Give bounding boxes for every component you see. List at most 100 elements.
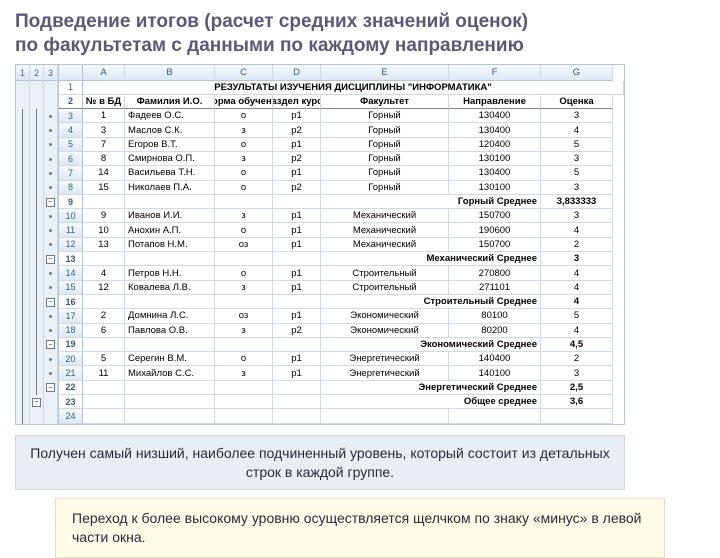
row-head[interactable]: 5: [59, 138, 83, 152]
outline-level-3[interactable]: 3: [44, 65, 57, 81]
cell[interactable]: 3: [541, 209, 613, 223]
cell[interactable]: 15: [83, 181, 125, 195]
cell[interactable]: Потапов Н.М.: [125, 238, 215, 252]
cell[interactable]: 130100: [449, 181, 541, 195]
col-A[interactable]: A: [83, 65, 125, 81]
cell[interactable]: з: [215, 209, 273, 223]
row-head[interactable]: 22: [59, 381, 83, 395]
cell[interactable]: р1: [273, 223, 321, 237]
col-C[interactable]: C: [215, 65, 273, 81]
cell[interactable]: 3: [541, 152, 613, 166]
cell[interactable]: 140400: [449, 352, 541, 366]
cell[interactable]: Михайлов С.С.: [125, 366, 215, 380]
cell[interactable]: Горный: [321, 181, 449, 195]
cell[interactable]: 5: [541, 166, 613, 180]
cell[interactable]: Горный: [321, 109, 449, 123]
row-head[interactable]: 13: [59, 252, 83, 266]
cell[interactable]: з: [215, 152, 273, 166]
cell[interactable]: Павлова О.В.: [125, 324, 215, 338]
cell[interactable]: Экономический: [321, 324, 449, 338]
cell[interactable]: Ковалева Л.В.: [125, 281, 215, 295]
cell[interactable]: 80100: [449, 309, 541, 323]
cell[interactable]: 190600: [449, 223, 541, 237]
cell[interactable]: з: [215, 324, 273, 338]
cell[interactable]: р1: [273, 209, 321, 223]
cell[interactable]: р2: [273, 181, 321, 195]
cell[interactable]: Фадеев О.С.: [125, 109, 215, 123]
cell[interactable]: Строительный: [321, 281, 449, 295]
cell[interactable]: Смирнова О.П.: [125, 152, 215, 166]
cell[interactable]: Механический: [321, 238, 449, 252]
collapse-icon[interactable]: −: [46, 298, 55, 307]
cell[interactable]: Горный: [321, 123, 449, 137]
cell[interactable]: о: [215, 109, 273, 123]
row-head[interactable]: 2: [59, 95, 83, 109]
cell[interactable]: р1: [273, 309, 321, 323]
cell[interactable]: Петров Н.Н.: [125, 266, 215, 280]
cell[interactable]: р1: [273, 266, 321, 280]
cell[interactable]: р1: [273, 166, 321, 180]
row-head[interactable]: 16: [59, 295, 83, 309]
outline-level-1[interactable]: 1: [16, 65, 29, 81]
cell[interactable]: 140100: [449, 366, 541, 380]
collapse-icon[interactable]: −: [32, 398, 41, 407]
cell[interactable]: 130400: [449, 109, 541, 123]
cell[interactable]: Экономический: [321, 309, 449, 323]
cell[interactable]: Энергетический: [321, 366, 449, 380]
collapse-icon[interactable]: −: [46, 198, 55, 207]
cell[interactable]: Домнина Л.С.: [125, 309, 215, 323]
row-head[interactable]: 23: [59, 395, 83, 409]
cell[interactable]: 80200: [449, 324, 541, 338]
row-head[interactable]: 7: [59, 166, 83, 180]
cell[interactable]: о: [215, 138, 273, 152]
cell[interactable]: 5: [541, 309, 613, 323]
select-all[interactable]: [59, 65, 83, 81]
row-head[interactable]: 19: [59, 338, 83, 352]
collapse-icon[interactable]: −: [46, 383, 55, 392]
cell[interactable]: 120400: [449, 138, 541, 152]
cell[interactable]: Иванов И.И.: [125, 209, 215, 223]
cell[interactable]: о: [215, 223, 273, 237]
cell[interactable]: 8: [83, 152, 125, 166]
cell[interactable]: Энергетический: [321, 352, 449, 366]
cell[interactable]: р1: [273, 109, 321, 123]
cell[interactable]: Васильева Т.Н.: [125, 166, 215, 180]
cell[interactable]: 130400: [449, 123, 541, 137]
cell[interactable]: 11: [83, 366, 125, 380]
cell[interactable]: 2: [541, 238, 613, 252]
cell[interactable]: Механический: [321, 209, 449, 223]
cell[interactable]: р2: [273, 324, 321, 338]
cell[interactable]: 150700: [449, 238, 541, 252]
cell[interactable]: р1: [273, 352, 321, 366]
cell[interactable]: о: [215, 266, 273, 280]
row-head[interactable]: 24: [59, 409, 83, 423]
cell[interactable]: з: [215, 281, 273, 295]
cell[interactable]: 5: [83, 352, 125, 366]
cell[interactable]: 12: [83, 281, 125, 295]
cell[interactable]: Строительный: [321, 266, 449, 280]
cell[interactable]: 3: [83, 123, 125, 137]
row-head[interactable]: 1: [59, 81, 83, 95]
cell[interactable]: 150700: [449, 209, 541, 223]
cell[interactable]: р1: [273, 138, 321, 152]
cell[interactable]: о: [215, 166, 273, 180]
col-B[interactable]: B: [125, 65, 215, 81]
cell[interactable]: о: [215, 181, 273, 195]
cell[interactable]: р1: [273, 366, 321, 380]
cell[interactable]: Горный: [321, 166, 449, 180]
cell[interactable]: Горный: [321, 152, 449, 166]
outline-level-2[interactable]: 2: [30, 65, 43, 81]
cell[interactable]: 4: [541, 266, 613, 280]
cell[interactable]: 4: [83, 266, 125, 280]
row-head[interactable]: 20: [59, 352, 83, 366]
cell[interactable]: 2: [83, 309, 125, 323]
col-D[interactable]: D: [273, 65, 321, 81]
cell[interactable]: 2: [541, 352, 613, 366]
cell[interactable]: 5: [541, 138, 613, 152]
cell[interactable]: оз: [215, 309, 273, 323]
cell[interactable]: о: [215, 352, 273, 366]
cell[interactable]: Маслов С.К.: [125, 123, 215, 137]
row-head[interactable]: 12: [59, 238, 83, 252]
cell[interactable]: з: [215, 366, 273, 380]
cell[interactable]: Егоров В.Т.: [125, 138, 215, 152]
